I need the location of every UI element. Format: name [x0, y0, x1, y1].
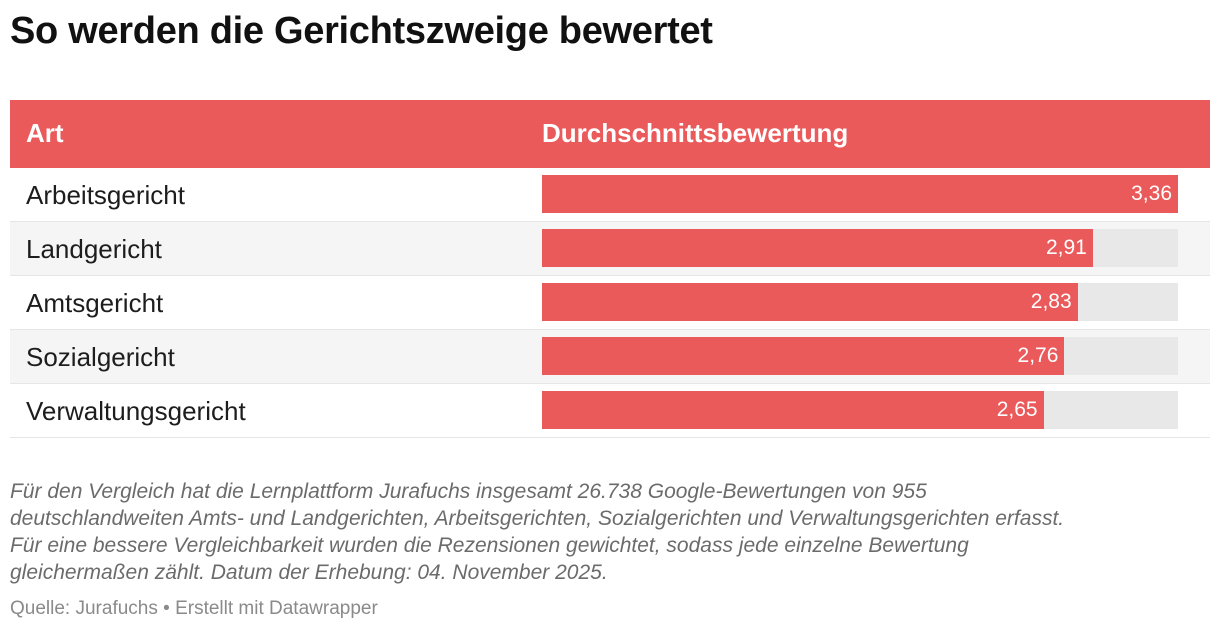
bar: 3,36: [542, 175, 1178, 213]
bar-value-label: 3,36: [1131, 182, 1172, 205]
row-label: Verwaltungsgericht: [26, 396, 246, 426]
table-row: Sozialgericht 2,76: [10, 330, 1210, 384]
table-header: Art Durchschnittsbewertung: [10, 100, 1210, 168]
bar-track: 2,65: [542, 391, 1178, 429]
bar: 2,91: [542, 229, 1093, 267]
bar-value-label: 2,83: [1030, 290, 1072, 313]
row-label: Arbeitsgericht: [26, 180, 185, 210]
bar: 2,65: [542, 391, 1044, 429]
table-row: Verwaltungsgericht 2,65: [10, 384, 1210, 438]
data-table: Art Durchschnittsbewertung Arbeitsgerich…: [10, 100, 1210, 438]
row-label: Amtsgericht: [26, 288, 164, 318]
notes-line: gleichermaßen zählt. Datum der Erhebung:…: [10, 561, 608, 584]
row-label: Sozialgericht: [26, 342, 175, 372]
bar-value-label: 2,65: [996, 398, 1038, 421]
notes-line: Für eine bessere Vergleichbarkeit wurden…: [10, 534, 969, 557]
bar: 2,83: [542, 283, 1078, 321]
table-row: Arbeitsgericht 3,36: [10, 168, 1210, 222]
bar-track: 3,36: [542, 175, 1178, 213]
bar-value-label: 2,76: [1017, 344, 1059, 367]
source-credit: Quelle: Jurafuchs • Erstellt mit Datawra…: [10, 598, 378, 619]
bar-track: 2,91: [542, 229, 1178, 267]
table-row: Amtsgericht 2,83: [10, 276, 1210, 330]
bar-track: 2,76: [542, 337, 1178, 375]
bar-track: 2,83: [542, 283, 1178, 321]
notes-line: deutschlandweiten Amts- und Landgerichte…: [10, 507, 1065, 530]
chart-notes: Für den Vergleich hat die Lernplattform …: [10, 478, 1210, 586]
column-header-durchschnittsbewertung: Durchschnittsbewertung: [542, 118, 849, 148]
chart-title: So werden die Gerichtszweige bewertet: [10, 10, 713, 52]
bar-value-label: 2,91: [1045, 236, 1087, 259]
notes-line: Für den Vergleich hat die Lernplattform …: [10, 480, 927, 503]
row-label: Landgericht: [26, 234, 162, 264]
table-row: Landgericht 2,91: [10, 222, 1210, 276]
bar: 2,76: [542, 337, 1065, 375]
column-header-art: Art: [26, 118, 64, 148]
